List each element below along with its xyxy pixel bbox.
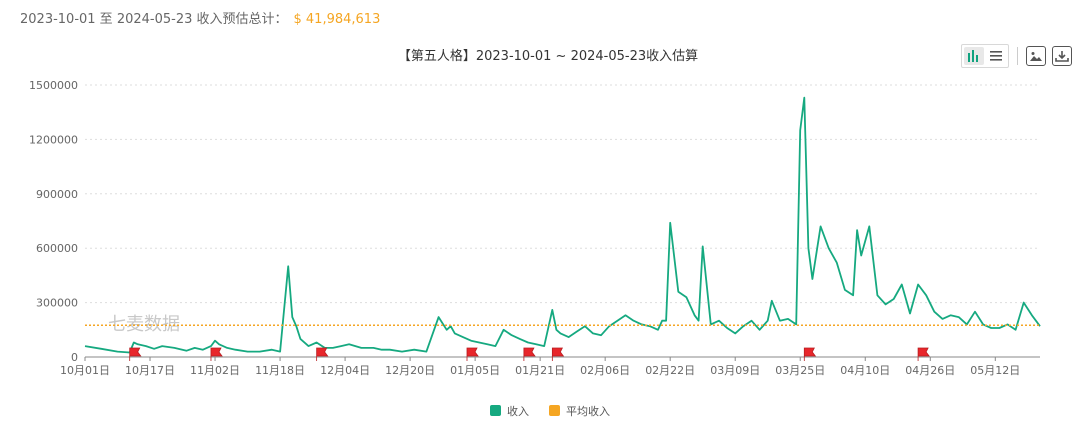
x-tick-label: 01月21日 [515, 364, 565, 377]
event-flags [129, 347, 930, 361]
toolbar-divider [1017, 47, 1018, 65]
legend-label[interactable]: 收入 [507, 404, 529, 418]
x-tick-label: 11月02日 [190, 364, 240, 377]
event-flag-icon[interactable] [316, 347, 329, 361]
x-tick-label: 01月05日 [450, 364, 500, 377]
list-icon[interactable] [986, 47, 1006, 65]
event-flag-icon[interactable] [803, 347, 817, 361]
x-tick-label: 05月12日 [970, 364, 1020, 377]
download-icon[interactable] [1052, 46, 1072, 66]
x-tick-label: 04月10日 [840, 364, 890, 377]
x-tick-label: 10月01日 [60, 364, 110, 377]
image-icon[interactable] [1026, 46, 1046, 66]
y-tick-label: 600000 [36, 242, 78, 255]
chart-grid [85, 84, 1040, 304]
event-flag-icon[interactable] [917, 347, 930, 361]
y-tick-label: 1500000 [29, 79, 78, 92]
legend-swatch [549, 405, 560, 416]
x-tick-label: 11月18日 [255, 364, 305, 377]
chart-toolbar [961, 44, 1072, 68]
event-flag-icon[interactable] [466, 347, 479, 361]
chart-legend: 收入 平均收入 [490, 404, 610, 418]
legend-label[interactable]: 平均收入 [566, 404, 610, 418]
x-tick-label: 02月06日 [580, 364, 630, 377]
chart-series [84, 96, 1041, 354]
y-tick-label: 300000 [36, 297, 78, 310]
y-tick-label: 900000 [36, 188, 78, 201]
x-tick-label: 12月04日 [320, 364, 370, 377]
x-tick-label: 02月22日 [645, 364, 695, 377]
summary-date-range: 2023-10-01 至 2024-05-23 收入预估总计： [20, 12, 288, 27]
y-tick-label: 0 [71, 351, 78, 364]
y-axis-ticks: 0 300000 600000 900000 1200000 1500000 [29, 79, 78, 364]
x-tick-label: 12月20日 [385, 364, 435, 377]
bar-chart-icon[interactable] [964, 47, 984, 65]
legend-swatch [490, 405, 501, 416]
y-tick-label: 1200000 [29, 133, 78, 146]
watermark: 七麦数据 [108, 314, 180, 335]
event-flag-icon[interactable] [210, 347, 223, 361]
x-tick-label: 03月09日 [710, 364, 760, 377]
event-flag-icon[interactable] [523, 347, 536, 361]
x-tick-label: 03月25日 [775, 364, 825, 377]
x-axis: 10月01日 10月17日 11月02日 11月18日 12月04日 12月20日 01月0… [60, 356, 1040, 377]
event-flag-icon[interactable] [551, 347, 565, 361]
x-tick-label: 10月17日 [125, 364, 175, 377]
series-line-revenue[interactable] [84, 96, 1041, 354]
x-tick-label: 04月26日 [905, 364, 955, 377]
summary-total-amount: $ 41,984,613 [293, 12, 381, 27]
view-toggle-group [961, 44, 1009, 68]
chart-title: 【第五人格】2023-10-01 ~ 2024-05-23收入估算 [398, 48, 698, 64]
revenue-summary: 2023-10-01 至 2024-05-23 收入预估总计： $ 41,984,… [20, 8, 380, 27]
event-flag-icon[interactable] [129, 347, 142, 361]
